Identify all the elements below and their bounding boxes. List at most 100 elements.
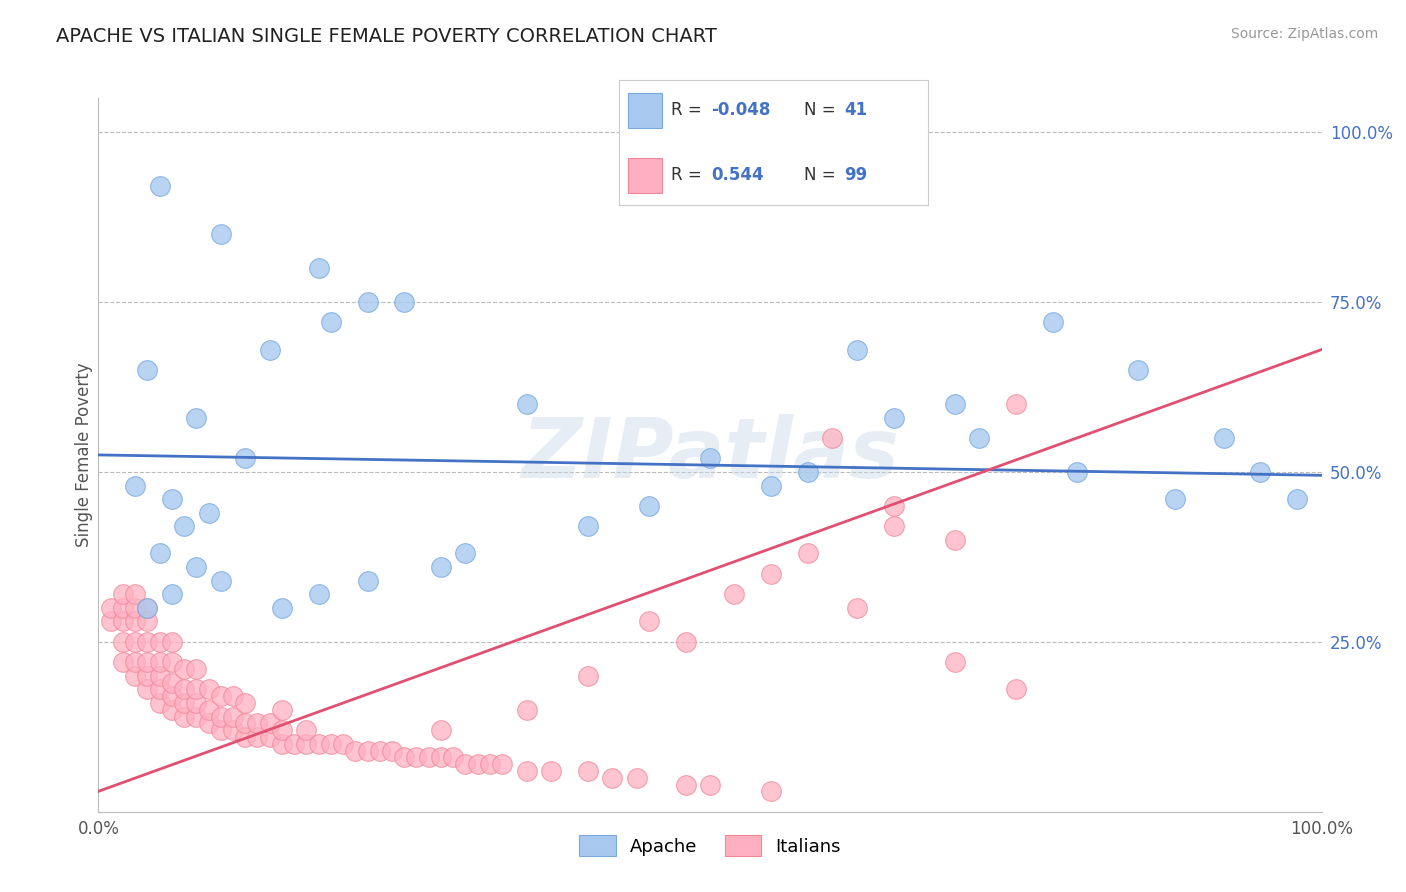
- Point: [368, 743, 391, 757]
- Text: 0.544: 0.544: [711, 166, 763, 184]
- Point: [491, 757, 513, 772]
- Point: [883, 410, 905, 425]
- Point: [160, 492, 183, 507]
- Point: [160, 675, 183, 690]
- Text: ZIPatlas: ZIPatlas: [522, 415, 898, 495]
- Y-axis label: Single Female Poverty: Single Female Poverty: [75, 363, 93, 547]
- Point: [761, 566, 783, 581]
- Point: [392, 295, 416, 310]
- Point: [943, 655, 966, 669]
- Point: [173, 519, 195, 533]
- Point: [405, 750, 427, 764]
- Text: -0.048: -0.048: [711, 102, 770, 120]
- Point: [149, 179, 172, 194]
- Point: [723, 587, 745, 601]
- Point: [197, 682, 219, 697]
- Point: [381, 743, 404, 757]
- Point: [332, 737, 354, 751]
- Point: [222, 709, 245, 723]
- Point: [149, 682, 172, 697]
- Point: [270, 723, 294, 738]
- Point: [186, 682, 208, 697]
- Point: [246, 716, 269, 731]
- Point: [295, 737, 318, 751]
- Point: [173, 709, 195, 723]
- Point: [515, 703, 537, 717]
- Point: [149, 696, 172, 710]
- Point: [430, 560, 453, 574]
- Point: [699, 451, 721, 466]
- Point: [392, 750, 416, 764]
- Point: [1164, 492, 1187, 507]
- Point: [173, 696, 195, 710]
- Point: [319, 315, 342, 329]
- Point: [186, 662, 208, 676]
- Point: [197, 716, 219, 731]
- Point: [478, 757, 501, 772]
- Point: [186, 560, 208, 574]
- Point: [136, 600, 159, 615]
- Point: [883, 499, 905, 513]
- Point: [197, 506, 219, 520]
- Point: [454, 546, 477, 560]
- Point: [576, 669, 599, 683]
- Point: [454, 757, 477, 772]
- Point: [467, 757, 489, 772]
- Point: [675, 635, 697, 649]
- Point: [319, 737, 342, 751]
- Point: [576, 764, 599, 778]
- Point: [209, 709, 232, 723]
- Point: [124, 615, 146, 629]
- Point: [136, 682, 159, 697]
- Point: [100, 600, 122, 615]
- Point: [124, 669, 146, 683]
- Point: [136, 655, 159, 669]
- Point: [209, 689, 232, 703]
- Point: [430, 750, 453, 764]
- Point: [111, 587, 134, 601]
- Point: [222, 723, 245, 738]
- Point: [270, 737, 294, 751]
- Text: N =: N =: [804, 102, 841, 120]
- Point: [136, 615, 159, 629]
- Point: [111, 600, 134, 615]
- Point: [761, 478, 783, 492]
- Text: R =: R =: [671, 102, 707, 120]
- Text: R =: R =: [671, 166, 707, 184]
- Text: 41: 41: [845, 102, 868, 120]
- Point: [233, 696, 256, 710]
- Point: [270, 600, 294, 615]
- Point: [943, 533, 966, 547]
- Point: [233, 716, 256, 731]
- Point: [943, 397, 966, 411]
- Point: [149, 669, 172, 683]
- Point: [173, 662, 195, 676]
- Point: [515, 764, 537, 778]
- Point: [197, 703, 219, 717]
- Point: [209, 723, 232, 738]
- Bar: [628, 93, 662, 128]
- Point: [356, 295, 378, 310]
- Point: [845, 600, 868, 615]
- Point: [1249, 465, 1271, 479]
- Point: [209, 227, 232, 241]
- Point: [173, 682, 195, 697]
- Point: [845, 343, 868, 357]
- Point: [295, 723, 318, 738]
- Point: [576, 519, 599, 533]
- Point: [136, 669, 159, 683]
- Point: [149, 546, 172, 560]
- Point: [430, 723, 453, 738]
- Point: [761, 784, 783, 798]
- Point: [344, 743, 367, 757]
- Point: [233, 451, 256, 466]
- Point: [1286, 492, 1309, 507]
- Point: [699, 778, 721, 792]
- Point: [160, 703, 183, 717]
- Point: [160, 655, 183, 669]
- Point: [441, 750, 464, 764]
- Point: [186, 410, 208, 425]
- Point: [418, 750, 440, 764]
- Point: [1004, 397, 1026, 411]
- Point: [209, 574, 232, 588]
